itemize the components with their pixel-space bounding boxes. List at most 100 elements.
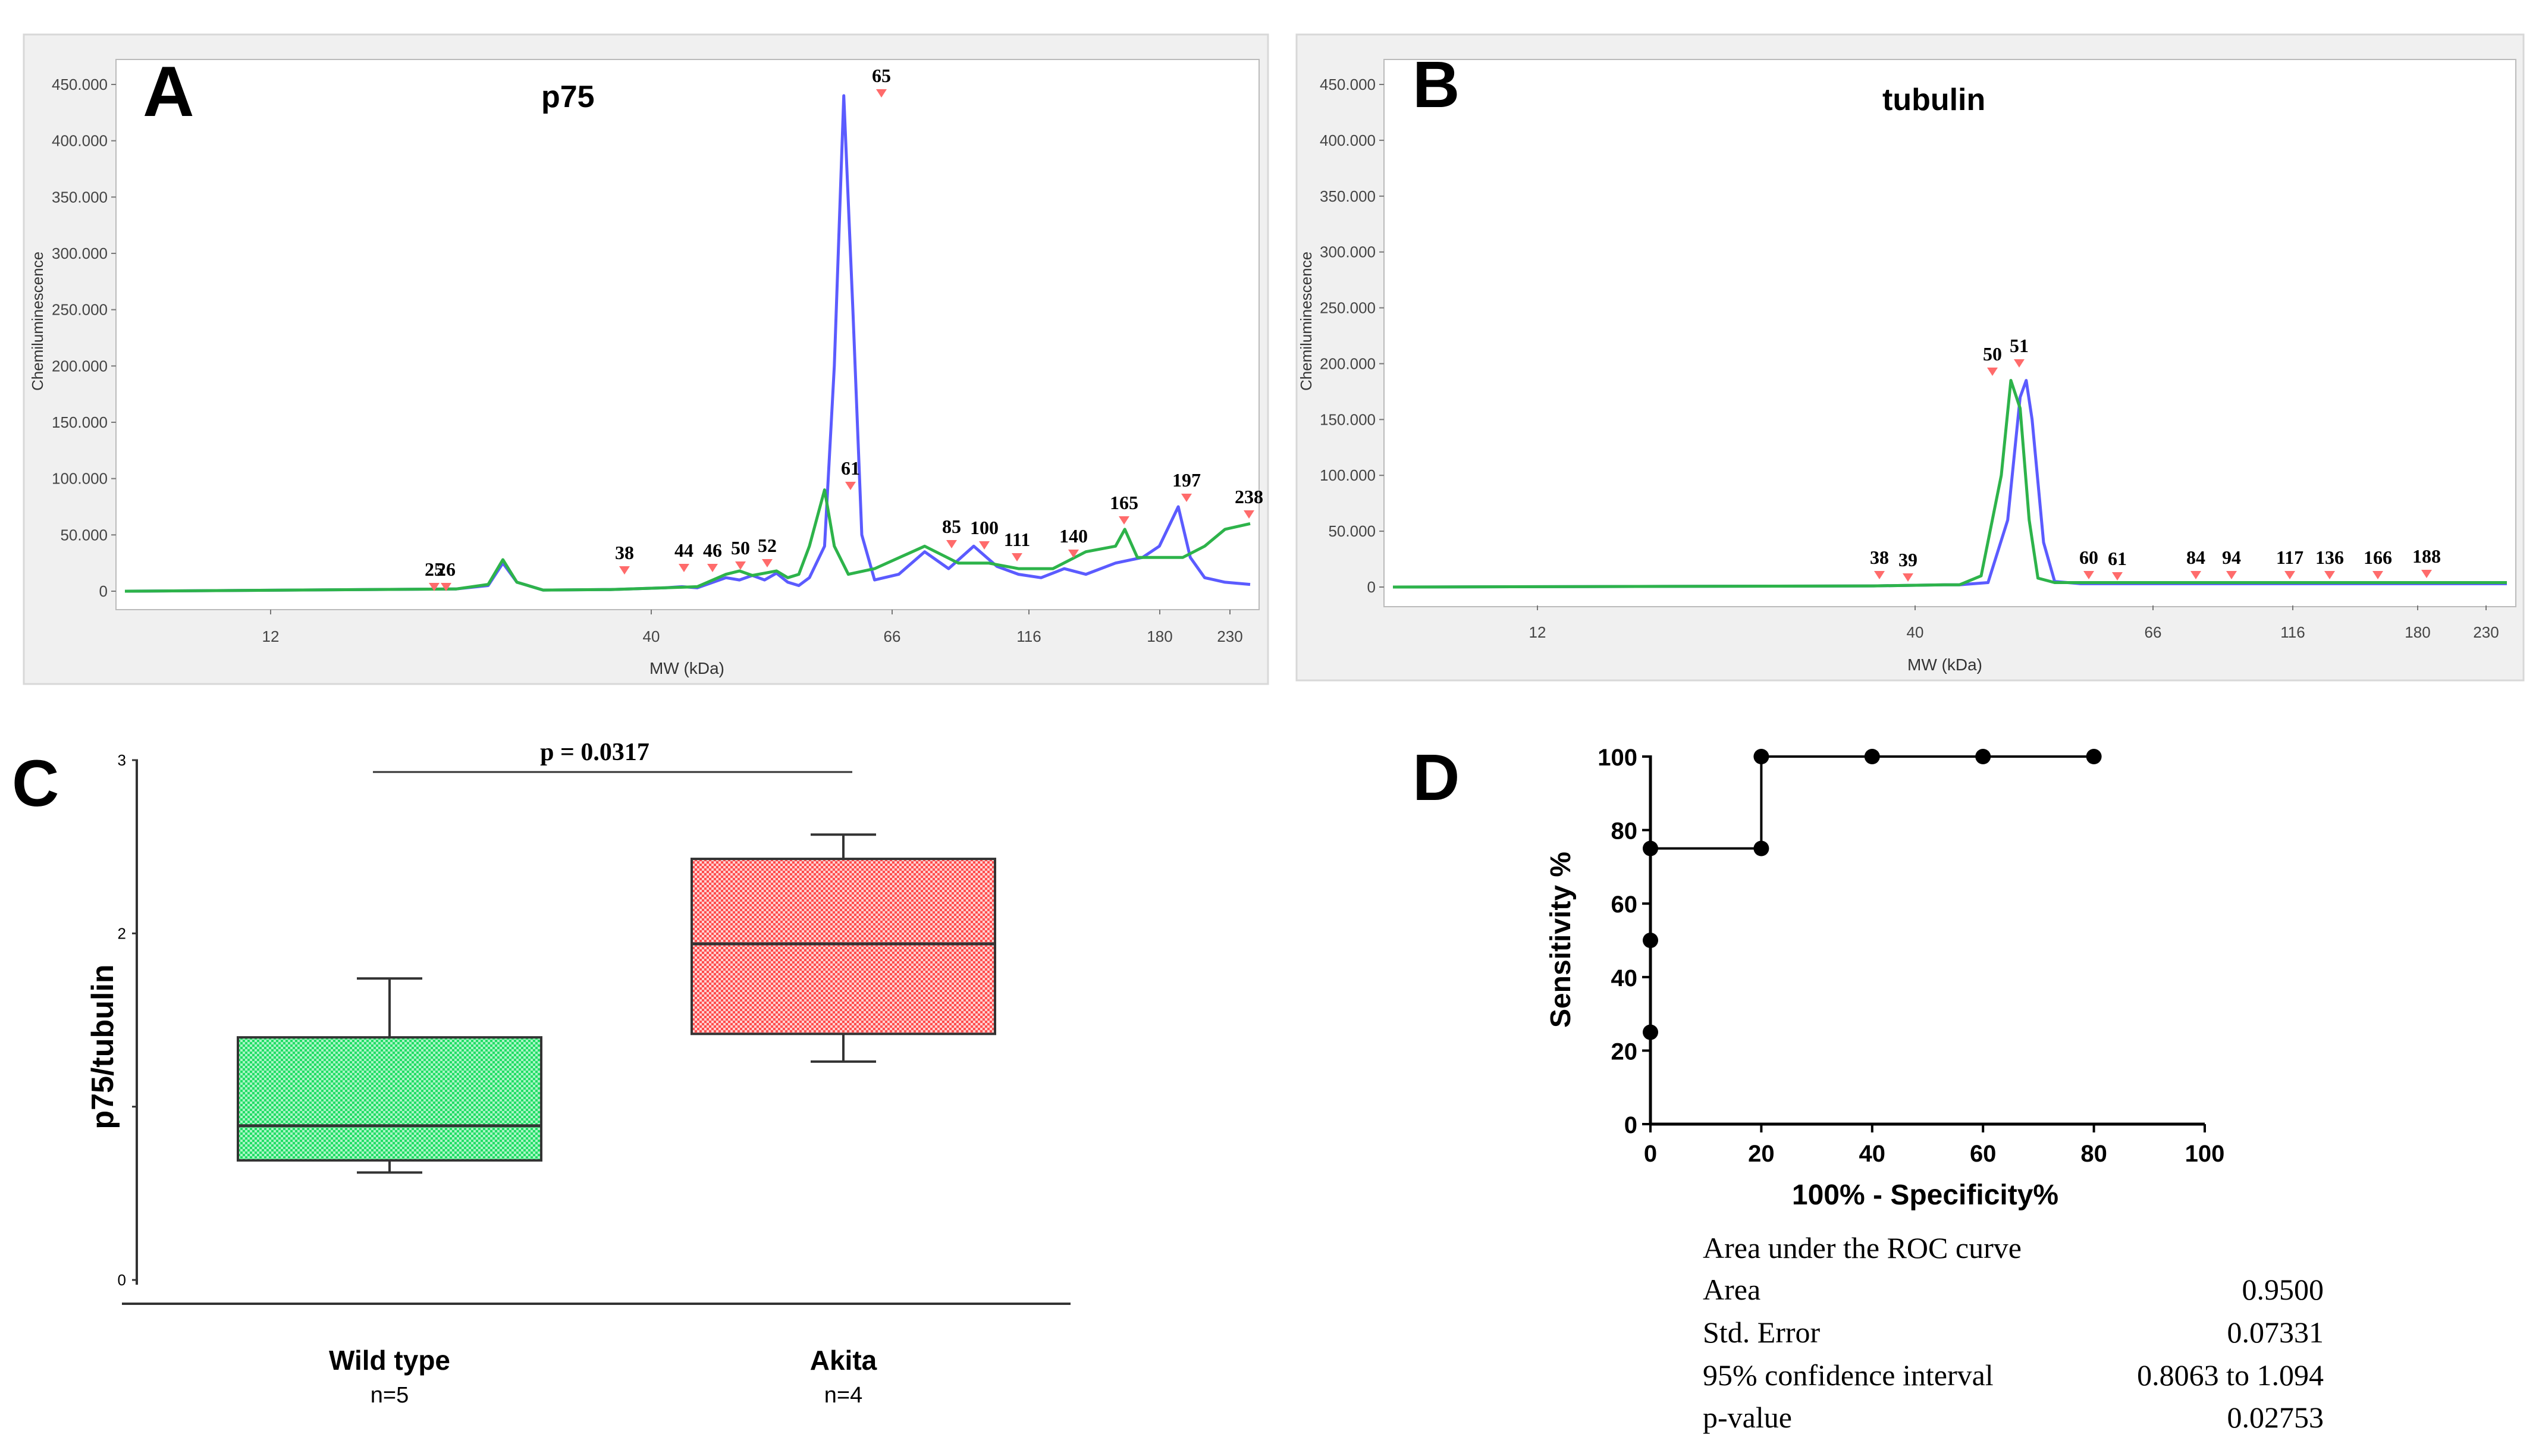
- roc-table-header: Area under the ROC curve: [1703, 1231, 2022, 1264]
- box-wild-type: Wild type n=5: [237, 977, 542, 1408]
- peak-marker: [2190, 571, 2201, 579]
- peak-label: 38: [1870, 547, 1889, 568]
- iqr-box: [237, 1036, 542, 1162]
- peak-marker: [845, 482, 856, 490]
- peak-marker: [2372, 571, 2383, 579]
- roc-row-stderr-label: Std. Error: [1703, 1316, 1821, 1349]
- x-tick-label: 40: [1907, 623, 1924, 641]
- y-tick-label: 100.000: [1320, 466, 1376, 484]
- p-value-label: p = 0.0317: [540, 739, 649, 766]
- panel-d-axes: 0 20 40 60 80 100 0 20 40 60 80 100: [1598, 745, 2224, 1167]
- peak-marker: [1068, 550, 1079, 558]
- group-label: Akita: [810, 1345, 877, 1376]
- panel-b-letter: B: [1413, 48, 1460, 121]
- peak-marker: [619, 566, 630, 575]
- peak-marker: [707, 564, 718, 572]
- group-n-label: n=5: [371, 1383, 409, 1408]
- peak-marker: [735, 561, 746, 570]
- y-tick-label: 350.000: [52, 188, 108, 206]
- peak-label: 50: [731, 537, 750, 558]
- peak-marker: [1987, 368, 1998, 376]
- panel-b-peaks: 38 39 50 51 60 61 84 94 117 136 166 188: [1870, 335, 2441, 582]
- y-tick-label: 200.000: [1320, 354, 1376, 372]
- y-tick-label: 50.000: [60, 526, 108, 544]
- roc-row-pvalue-value: 0.02753: [2227, 1401, 2324, 1434]
- peak-label: 52: [758, 535, 777, 556]
- y-tick-label: 400.000: [52, 132, 108, 150]
- y-tick-label: 20: [1611, 1038, 1638, 1065]
- panel-a-x-axis: 12 40 66 116 180 230: [262, 610, 1243, 645]
- y-tick-label: 250.000: [52, 301, 108, 319]
- x-tick-label: 66: [2145, 623, 2162, 641]
- peak-label: 61: [2108, 548, 2127, 569]
- peak-label: 26: [437, 558, 456, 580]
- peak-marker: [2014, 359, 2025, 368]
- panel-c-letter: C: [12, 747, 59, 820]
- x-tick-label: 230: [1217, 627, 1242, 645]
- y-tick-label: 3: [118, 751, 126, 769]
- panel-d-y-label: Sensitivity %: [1545, 852, 1577, 1028]
- y-tick-label: 450.000: [1320, 76, 1376, 93]
- peak-label: 44: [674, 539, 693, 561]
- roc-row-stderr-value: 0.07331: [2227, 1316, 2324, 1349]
- panel-d-letter: D: [1413, 741, 1460, 814]
- panel-b-y-axis: 0 50.000 100.000 150.000 200.000 250.000 300.0…: [1320, 76, 1384, 596]
- peak-marker: [876, 89, 887, 98]
- group-n-label: n=4: [824, 1383, 862, 1408]
- y-tick-label: 450.000: [52, 76, 108, 93]
- peak-label: 165: [1110, 492, 1138, 513]
- y-tick-label: 300.000: [1320, 243, 1376, 261]
- peak-label: 25: [425, 558, 444, 580]
- peak-marker: [1244, 510, 1254, 519]
- panel-b-lines: [1392, 379, 2507, 589]
- panel-c-y-label: p75/tubulin: [86, 964, 120, 1129]
- y-tick-label: 60: [1611, 892, 1638, 918]
- roc-row-pvalue-label: p-value: [1703, 1401, 1792, 1434]
- roc-point: [2086, 749, 2102, 764]
- x-tick-label: 80: [2080, 1141, 2107, 1167]
- box-akita: Akita n=4: [691, 833, 996, 1408]
- series-line-green: [1392, 379, 2507, 589]
- peak-label: 50: [1983, 343, 2002, 365]
- x-tick-label: 100: [2185, 1141, 2225, 1167]
- panel-c: C 0 2 3 p75/tubulin p = 0.0317 Wild type n=…: [12, 739, 1071, 1408]
- panel-a-x-label: MW (kDa): [649, 659, 724, 677]
- peak-label: 238: [1235, 486, 1263, 507]
- y-tick-label: 0: [118, 1271, 126, 1289]
- peak-marker: [2112, 572, 2123, 580]
- panel-b-title: tubulin: [1882, 83, 1985, 117]
- panel-b-plot-area: [1383, 59, 2516, 607]
- peak-marker: [1181, 494, 1192, 502]
- panel-a-letter: A: [143, 52, 194, 131]
- peak-marker: [441, 583, 451, 591]
- peak-label: 197: [1172, 469, 1201, 491]
- y-tick-label: 100: [1598, 745, 1637, 771]
- x-tick-label: 116: [2280, 623, 2305, 641]
- roc-point: [1753, 840, 1769, 856]
- panel-b-x-label: MW (kDa): [1907, 655, 1982, 674]
- x-tick-label: 12: [262, 627, 280, 645]
- peak-label: 136: [2315, 547, 2344, 568]
- peak-marker: [2284, 571, 2295, 579]
- panel-c-y-axis: 0 2 3: [118, 751, 138, 1289]
- x-tick-label: 12: [1529, 623, 1546, 641]
- y-tick-label: 0: [1367, 578, 1376, 596]
- peak-label: 100: [970, 517, 999, 538]
- peak-marker: [2083, 571, 2094, 579]
- peak-label: 51: [2010, 335, 2029, 356]
- roc-row-ci-label: 95% confidence interval: [1703, 1358, 1994, 1392]
- panel-a: A p75 0 50.000 100.000 150.000 200.000 250.00…: [23, 33, 1269, 685]
- y-tick-label: 0: [99, 582, 108, 600]
- peak-marker: [1119, 516, 1129, 525]
- panel-c-boxes: Wild type n=5 Akita n=4: [237, 833, 996, 1408]
- peak-marker: [429, 583, 440, 591]
- y-tick-label: 0: [1624, 1112, 1637, 1138]
- y-tick-label: 150.000: [52, 413, 108, 431]
- roc-point: [1643, 840, 1658, 856]
- group-label: Wild type: [329, 1345, 450, 1376]
- peak-label: 61: [841, 457, 860, 479]
- x-tick-label: 40: [643, 627, 660, 645]
- panel-a-lines: [124, 94, 1251, 593]
- peak-label: 60: [2079, 547, 2098, 568]
